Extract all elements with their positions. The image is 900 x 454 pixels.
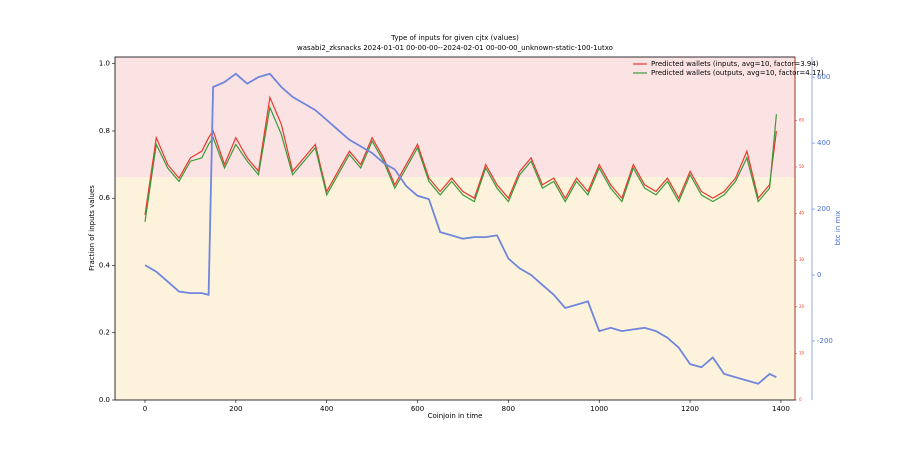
y2-tick-label: 20: [799, 304, 805, 309]
y2-tick-label: 60: [799, 117, 805, 122]
chart-title: Type of inputs for given cjtx (values): [390, 34, 519, 42]
y2-tick-label: 50: [799, 164, 805, 169]
y-axis-label: Fraction of inputs values: [88, 185, 96, 271]
y3-axis-label: btc in mix: [834, 211, 842, 246]
background-band: [115, 177, 795, 400]
x-tick-label: 1200: [681, 405, 699, 413]
x-tick-label: 200: [229, 405, 242, 413]
x-tick-label: 400: [320, 405, 333, 413]
x-tick-label: 1400: [772, 405, 790, 413]
y-tick-label: 1.0: [99, 60, 110, 68]
y2-tick-label: 0: [799, 397, 802, 402]
x-tick-label: 600: [411, 405, 424, 413]
data-line: [144, 105, 777, 222]
legend-label: Predicted wallets (outputs, avg=10, fact…: [651, 69, 824, 77]
legend-label: Predicted wallets (inputs, avg=10, facto…: [651, 60, 819, 68]
data-line: [144, 95, 777, 216]
y3-tick-label: 600: [817, 73, 830, 81]
chart-subtitle: wasabi2_zksnacks 2024-01-01 00-00-00--20…: [297, 44, 613, 52]
x-axis-label: Coinjoin in time: [428, 412, 483, 420]
y2-tick-label: 30: [799, 257, 805, 262]
y-tick-label: 0.6: [99, 194, 111, 202]
y-tick-label: 0.2: [99, 329, 110, 337]
y3-tick-label: 400: [817, 139, 830, 147]
x-tick-label: 0: [143, 405, 147, 413]
y3-tick-label: 0: [817, 271, 821, 279]
y-tick-label: 0.0: [99, 396, 110, 404]
y-tick-label: 0.8: [99, 127, 110, 135]
y-tick-label: 0.4: [99, 261, 111, 269]
y2-tick-label: 10: [799, 350, 805, 355]
y2-tick-label: 40: [799, 211, 805, 216]
data-line: [144, 72, 777, 385]
y3-tick-label: -200: [817, 337, 833, 345]
x-tick-label: 800: [502, 405, 515, 413]
y3-tick-label: 200: [817, 205, 830, 213]
x-tick-label: 1000: [590, 405, 608, 413]
